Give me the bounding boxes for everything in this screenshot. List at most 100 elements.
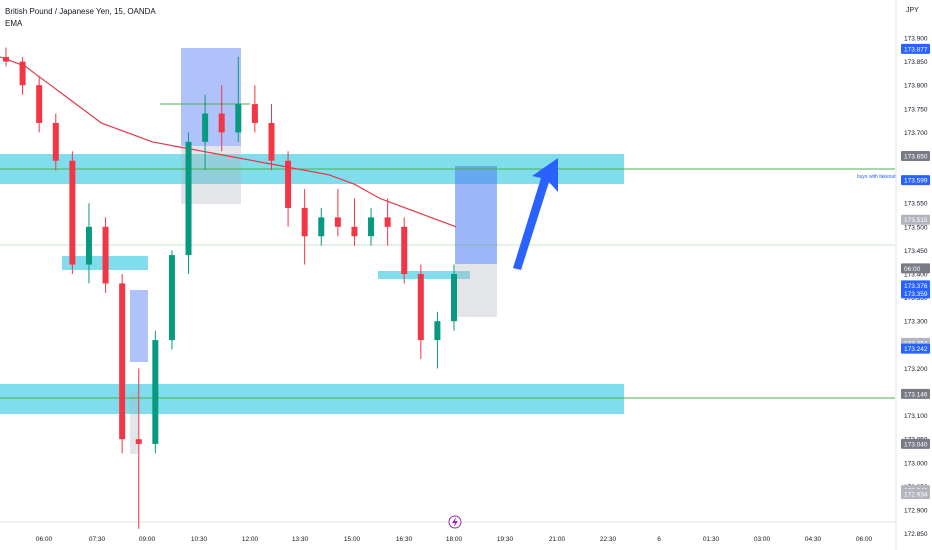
time-tick-label: 09:00 xyxy=(139,536,156,543)
price-tick-label: 173.000 xyxy=(904,460,928,467)
small-zone-right[interactable] xyxy=(378,271,470,279)
position-profit-3[interactable] xyxy=(455,166,497,264)
price-tick-label: 173.800 xyxy=(904,83,928,90)
candle-body[interactable] xyxy=(334,217,341,227)
time-tick-label: 03:00 xyxy=(754,536,771,543)
price-tag-text: 173.146 xyxy=(904,391,928,398)
candle-body[interactable] xyxy=(368,217,375,237)
candle-body[interactable] xyxy=(285,160,292,208)
time-tick-label: 07:30 xyxy=(89,536,106,543)
time-tick-label: 6 xyxy=(657,536,661,543)
price-tick-label: 173.850 xyxy=(904,59,928,66)
candle-body[interactable] xyxy=(119,283,126,440)
price-tick-label: 172.850 xyxy=(904,531,928,538)
price-tick-label: 172.900 xyxy=(904,508,928,515)
candle-body[interactable] xyxy=(19,61,26,86)
price-tag-text: 173.515 xyxy=(904,217,928,224)
candle-body[interactable] xyxy=(434,321,441,341)
position-loss-2[interactable] xyxy=(130,392,138,454)
price-tag-text: 173.242 xyxy=(904,346,928,353)
price-tag-support: 173.040 xyxy=(901,438,930,449)
indicator-label: EMA xyxy=(5,19,23,28)
candle-body[interactable] xyxy=(218,113,225,133)
position-loss-3[interactable] xyxy=(455,264,497,317)
price-tag-zone-top: 173.650 xyxy=(901,151,930,161)
price-tag-text: 173.359 xyxy=(904,291,928,298)
candle-body[interactable] xyxy=(401,226,408,274)
candle-body[interactable] xyxy=(251,104,258,123)
candle-body[interactable] xyxy=(202,113,209,142)
candle-body[interactable] xyxy=(3,56,9,62)
price-tag-text: 173.599 xyxy=(904,178,928,185)
time-tick-label: 04:30 xyxy=(805,536,822,543)
support-zone[interactable] xyxy=(0,384,624,414)
candle-body[interactable] xyxy=(36,85,43,123)
time-tick-label: 13:30 xyxy=(292,536,309,543)
candle-body[interactable] xyxy=(451,274,457,322)
price-tick-label: 173.100 xyxy=(904,413,928,420)
price-tag-green-line: 173.599 xyxy=(901,175,930,186)
time-tick-label: 01:30 xyxy=(703,536,720,543)
candle-body[interactable] xyxy=(168,255,175,341)
position-profit-2[interactable] xyxy=(130,290,148,362)
price-tick-label: 173.200 xyxy=(904,366,928,373)
price-tag-text: 173.376 xyxy=(904,283,928,290)
candle-body[interactable] xyxy=(69,160,76,265)
candle-body[interactable] xyxy=(85,226,92,265)
candle-body[interactable] xyxy=(52,122,59,161)
green-line-label: buys with fakeout xyxy=(857,174,896,180)
time-tick-label: 10:30 xyxy=(191,536,208,543)
candle-body[interactable] xyxy=(185,141,192,256)
price-tag-text: 172.934 xyxy=(904,491,928,498)
price-tag-zone-bottom: 173.515 xyxy=(901,214,930,225)
time-tick-label: 18:00 xyxy=(446,536,463,543)
time-tick-label: 22:30 xyxy=(600,536,617,543)
price-tag-entry: 173.359 xyxy=(901,288,930,299)
price-tick-label: 173.550 xyxy=(904,201,928,208)
candle-body[interactable] xyxy=(417,274,424,341)
price-tag-high: 173.877 xyxy=(901,43,930,54)
candle-body[interactable] xyxy=(268,122,275,161)
price-tag-text: 173.877 xyxy=(904,46,928,53)
price-tick-label: 173.900 xyxy=(904,36,928,43)
price-tick-label: 173.450 xyxy=(904,248,928,255)
candle-body[interactable] xyxy=(135,439,142,444)
candle-body[interactable] xyxy=(152,340,159,444)
lightning-icon[interactable] xyxy=(448,515,462,529)
time-tick-label: 15:00 xyxy=(344,536,361,543)
price-tick-label: 173.350 xyxy=(904,295,928,302)
price-tag-time-cross: 06:00 xyxy=(901,263,930,274)
candle-body[interactable] xyxy=(384,217,391,227)
chart-legend: British Pound / Japanese Yen, 15, OANDA … xyxy=(5,6,156,30)
ema-line[interactable] xyxy=(0,56,457,228)
price-tick-label: 173.300 xyxy=(904,319,928,326)
price-tick-label: 173.700 xyxy=(904,130,928,137)
time-tick-label: 12:00 xyxy=(242,536,259,543)
price-tag-target: 173.376 xyxy=(901,280,930,291)
candle-body[interactable] xyxy=(318,217,325,237)
price-tick-label: 173.500 xyxy=(904,224,928,231)
price-tag-stop: 173.242 xyxy=(901,343,930,354)
price-tag-low2: 172.934 xyxy=(901,488,930,499)
time-tick-label: 06:00 xyxy=(36,536,53,543)
price-tag-last: 173.146 xyxy=(901,388,930,399)
position-profit-1[interactable] xyxy=(181,48,241,146)
price-tick-label: 173.400 xyxy=(904,272,928,279)
price-tag-text: 173.650 xyxy=(904,154,928,161)
candles-group[interactable] xyxy=(3,47,457,529)
candle-body[interactable] xyxy=(235,104,242,133)
time-axis[interactable]: 06:00 07:30 09:00 10:30 12:00 13:30 15:00 16:30… xyxy=(36,536,873,543)
time-tick-label: 16:30 xyxy=(396,536,413,543)
price-tag-text: 06:00 xyxy=(904,266,921,273)
symbol-title: British Pound / Japanese Yen, 15, OANDA xyxy=(5,7,156,16)
candle-body[interactable] xyxy=(102,226,109,284)
time-tick-label: 06:00 xyxy=(856,536,873,543)
time-tick-label: 19:30 xyxy=(497,536,514,543)
price-tick-label: 173.750 xyxy=(904,106,928,113)
time-tick-label: 21:00 xyxy=(549,536,566,543)
currency-label: JPY xyxy=(906,7,919,14)
candle-body[interactable] xyxy=(351,226,358,237)
candle-body[interactable] xyxy=(301,207,308,237)
up-arrow-icon[interactable] xyxy=(513,158,558,270)
